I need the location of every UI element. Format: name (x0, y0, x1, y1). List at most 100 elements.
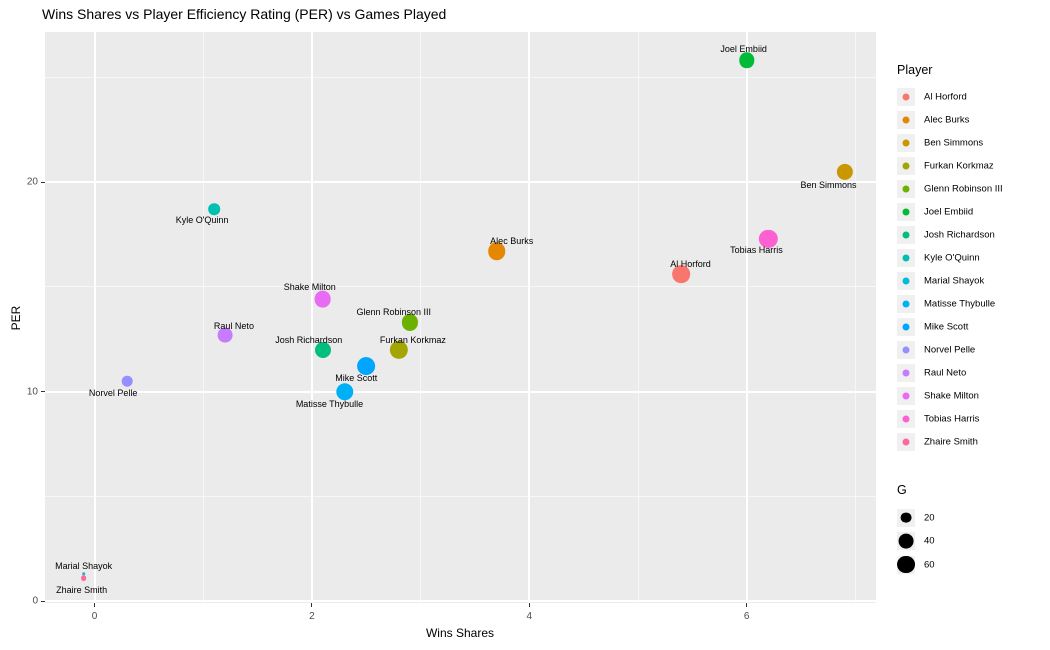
legend-item-label: Tobias Harris (924, 413, 980, 424)
legend-color-dot (902, 185, 910, 192)
legend-item: Raul Neto (897, 361, 1047, 384)
legend-item: Marial Shayok (897, 269, 1047, 292)
x-axis-tick (311, 603, 313, 607)
data-point-label: Tobias Harris (730, 244, 783, 255)
legend-panel: Player Al Horford Alec Burks Ben Simmons Fu… (895, 0, 1050, 650)
data-point (314, 341, 331, 358)
x-minor-gridline (637, 32, 639, 603)
data-point-label: Joel Embiid (720, 44, 767, 55)
size-legend-key (897, 508, 915, 527)
size-legend-title: G (897, 483, 907, 497)
legend-key (897, 225, 915, 244)
plot-panel (45, 32, 876, 603)
size-legend-item: 20 (897, 506, 1047, 529)
legend-color-dot (902, 415, 910, 422)
data-point-label: Alec Burks (490, 236, 534, 247)
y-minor-gridline (45, 286, 876, 288)
data-point-label: Marial Shayok (55, 560, 113, 571)
legend-item: Josh Richardson (897, 223, 1047, 246)
legend-item-label: Mike Scott (924, 321, 969, 332)
data-point-label: Norvel Pelle (88, 388, 138, 399)
x-major-gridline (745, 32, 748, 603)
legend-key (897, 317, 915, 336)
data-point (672, 265, 691, 284)
x-axis-title: Wins Shares (425, 626, 495, 640)
legend-color-dot (902, 231, 910, 238)
legend-color-dot (902, 323, 910, 330)
legend-item: Shake Milton (897, 384, 1047, 407)
legend-item-label: Al Horford (924, 91, 967, 102)
legend-item: Glenn Robinson III (897, 177, 1047, 200)
x-minor-gridline (854, 32, 856, 603)
x-tick-label: 2 (309, 611, 315, 622)
y-axis-title: PER (9, 305, 23, 331)
data-point (208, 203, 220, 216)
legend-item-label: Shake Milton (924, 390, 979, 401)
legend-key (897, 133, 915, 152)
legend-key (897, 87, 915, 106)
data-point-label: Kyle O'Quinn (175, 215, 229, 226)
y-minor-gridline (45, 76, 876, 78)
x-tick-label: 0 (91, 611, 98, 622)
x-axis-tick (528, 603, 530, 607)
data-point (314, 290, 332, 308)
y-major-gridline (45, 390, 876, 393)
size-legend-label: 40 (924, 535, 935, 547)
legend-color-dot (902, 277, 910, 284)
y-axis-tick (41, 600, 45, 602)
y-tick-label: 0 (32, 595, 38, 607)
legend-key (897, 179, 915, 198)
data-point-label: Raul Neto (213, 320, 254, 331)
legend-item-label: Raul Neto (924, 367, 967, 378)
data-point (738, 52, 755, 69)
legend-key (897, 340, 915, 359)
legend-color-dot (902, 162, 910, 169)
legend-item: Kyle O'Quinn (897, 246, 1047, 269)
legend-item: Zhaire Smith (897, 430, 1047, 453)
size-legend-dot (900, 512, 912, 523)
legend-color-dot (902, 438, 910, 445)
legend-item: Mike Scott (897, 315, 1047, 338)
x-major-gridline (93, 32, 96, 603)
legend-item: Furkan Korkmaz (897, 154, 1047, 177)
y-major-gridline (45, 600, 876, 602)
legend-key (897, 248, 915, 267)
data-point (81, 571, 86, 576)
y-tick-label: 20 (26, 176, 38, 188)
size-legend-item: 40 (897, 530, 1047, 553)
size-legend-key (897, 555, 915, 574)
size-legend-item: 60 (897, 553, 1047, 576)
data-point (357, 357, 376, 376)
legend-item-label: Norvel Pelle (924, 344, 976, 355)
x-tick-label: 4 (526, 611, 533, 622)
data-point (217, 327, 233, 343)
legend-key (897, 409, 915, 428)
legend-key (897, 110, 915, 129)
x-axis-tick (94, 603, 95, 607)
data-point (836, 163, 853, 180)
legend-item: Ben Simmons (897, 131, 1047, 154)
y-minor-gridline (45, 495, 876, 497)
size-legend-label: 60 (924, 559, 935, 570)
legend-item-label: Kyle O'Quinn (924, 252, 980, 263)
data-point (335, 382, 354, 401)
legend-color-dot (902, 369, 910, 376)
data-point-label: Shake Milton (283, 282, 336, 293)
legend-color-dot (902, 93, 910, 100)
legend-item-label: Zhaire Smith (924, 436, 978, 447)
legend-item-label: Furkan Korkmaz (924, 160, 994, 171)
legend-item: Norvel Pelle (897, 338, 1047, 361)
data-point-label: Matisse Thybulle (295, 398, 364, 409)
x-major-gridline (310, 32, 313, 603)
legend-key (897, 202, 915, 221)
data-point (759, 229, 778, 248)
legend-item-label: Ben Simmons (924, 137, 984, 148)
data-point-label: Al Horford (670, 259, 711, 270)
legend-item-label: Matisse Thybulle (924, 298, 996, 309)
data-point-label: Zhaire Smith (56, 584, 108, 595)
legend-key (897, 386, 915, 405)
legend-key (897, 363, 915, 382)
x-major-gridline (528, 32, 531, 603)
legend-color-dot (902, 254, 910, 261)
